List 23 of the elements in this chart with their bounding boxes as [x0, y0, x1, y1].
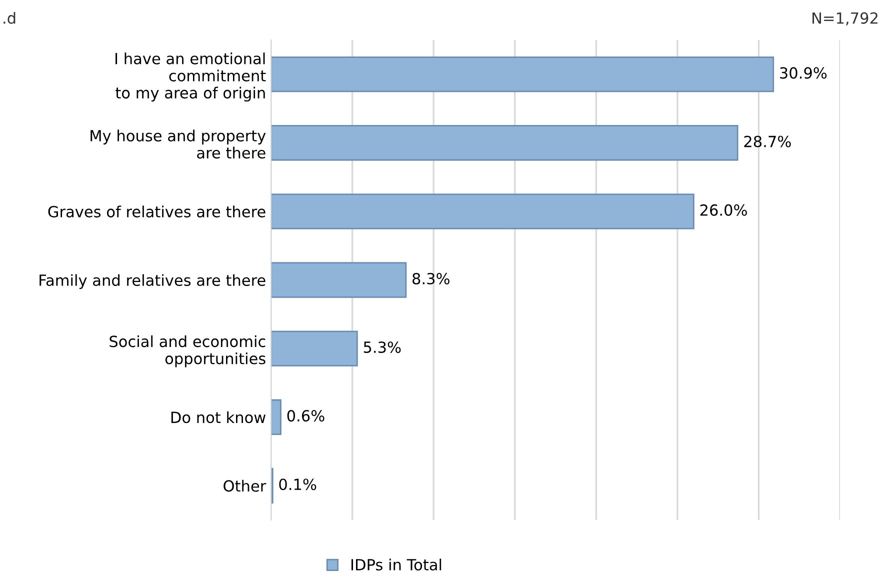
data-label: 0.6% [287, 410, 324, 422]
bar [271, 56, 774, 92]
y-tick-label: Other [224, 480, 266, 492]
data-label: 28.7% [744, 136, 791, 148]
data-label: 26.0% [700, 204, 747, 216]
text: N=1,792 [812, 12, 878, 26]
y-tick-label: Family and relatives are there [40, 274, 266, 289]
text: .d [4, 12, 16, 24]
data-label: 30.9% [780, 67, 827, 79]
data-label: 0.1% [279, 478, 316, 490]
y-tick-label: My house and property are there [90, 130, 266, 159]
legend-label: IDPs in Total [352, 558, 442, 570]
bar [271, 330, 358, 366]
bar [271, 194, 694, 230]
bar [271, 399, 282, 435]
data-label: 5.3% [364, 341, 401, 354]
bar [271, 262, 407, 298]
y-tick-label: Social and economic opportunities [110, 335, 266, 368]
y-tick-label: I have an emotional commitment to my area of origin [116, 52, 266, 102]
bar [271, 125, 738, 161]
y-tick-label: Do not know [171, 411, 266, 424]
y-tick-label: Graves of relatives are there [48, 206, 266, 218]
data-label: 8.3% [412, 272, 450, 284]
